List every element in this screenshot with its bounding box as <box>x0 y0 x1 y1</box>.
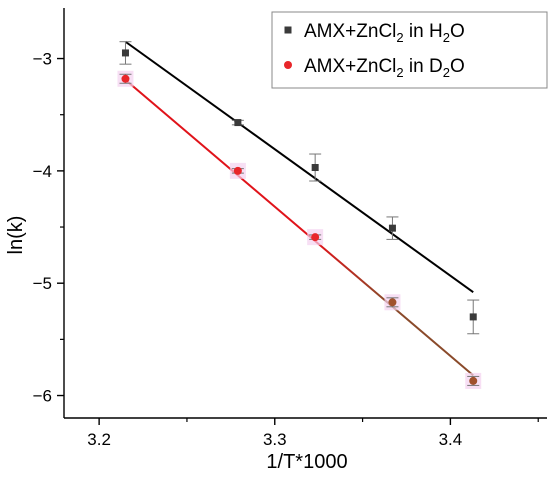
legend-label-part: in H <box>404 21 443 42</box>
legend-marker <box>284 26 292 34</box>
x-tick-label: 3.2 <box>87 430 111 449</box>
data-point <box>121 74 130 83</box>
legend-label-part: 2 <box>396 65 403 80</box>
data-point <box>388 224 396 232</box>
y-tick-label: −4 <box>33 162 52 181</box>
axes: 3.2 3.3 3.4 −3 −4 −5 −6 <box>33 8 547 449</box>
legend-label-part: O <box>450 56 465 77</box>
y-tick-label: −5 <box>33 274 52 293</box>
data-point <box>469 376 478 385</box>
x-axis-title: 1/T*1000 <box>266 451 347 473</box>
legend-box <box>271 11 548 89</box>
x-tick-label: 3.4 <box>439 430 463 449</box>
data-point <box>388 298 397 307</box>
fit-line <box>124 40 474 294</box>
data-point <box>469 313 477 321</box>
legend-label-part: 2 <box>396 30 403 45</box>
y-tick-label: −3 <box>33 50 52 69</box>
legend-label-part: AMX+ZnCl <box>304 56 396 77</box>
legend-label: AMX+ZnCl2 in H2O <box>304 21 465 45</box>
series-2 <box>117 70 482 389</box>
legend-label-part: in D <box>404 56 443 77</box>
fit-line <box>124 79 474 377</box>
legend-label-part: 2 <box>443 30 450 45</box>
series-1 <box>119 40 480 335</box>
legend-marker <box>284 61 292 69</box>
data-point <box>311 233 320 242</box>
y-tick-label: −6 <box>33 387 52 406</box>
y-axis-title: ln(k) <box>5 216 27 255</box>
data-point <box>121 49 129 57</box>
legend-label-part: 2 <box>443 65 450 80</box>
plot-area <box>117 40 482 389</box>
data-point <box>234 119 242 127</box>
data-point <box>233 166 242 175</box>
x-tick-label: 3.3 <box>263 430 287 449</box>
data-point <box>311 164 319 172</box>
legend-label: AMX+ZnCl2 in D2O <box>304 56 465 80</box>
legend-label-part: O <box>450 21 465 42</box>
legend-label-part: AMX+ZnCl <box>304 21 396 42</box>
